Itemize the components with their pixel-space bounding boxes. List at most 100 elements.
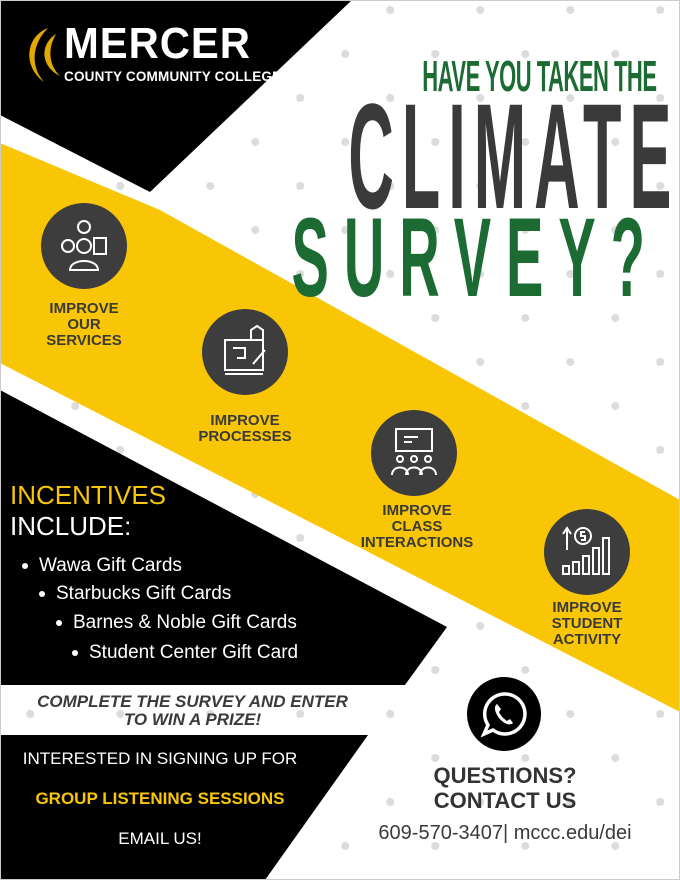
whatsapp-button[interactable] <box>467 677 541 751</box>
decorative-dot <box>611 138 620 146</box>
incentive-item: Wawa Gift Cards <box>22 555 182 577</box>
decorative-dot <box>611 402 620 410</box>
logo-crescent-icon <box>29 28 60 82</box>
incentive-item: Student Center Gift Card <box>72 642 298 664</box>
incentive-item: Barnes & Noble Gift Cards <box>56 612 297 634</box>
decorative-dot <box>386 710 395 718</box>
decorative-dot <box>476 358 485 366</box>
decorative-dot <box>341 138 350 146</box>
decorative-dot <box>251 138 260 146</box>
top-black-shape <box>0 0 352 192</box>
goal-label-processes: IMPROVE PROCESSES <box>198 412 292 445</box>
decorative-dot <box>656 446 665 454</box>
decorative-dot <box>341 842 350 850</box>
decorative-dot <box>206 182 215 190</box>
decorative-dot <box>71 402 80 410</box>
decorative-dot <box>431 226 440 234</box>
decorative-dot <box>341 50 350 58</box>
decorative-dot <box>296 534 305 542</box>
decorative-dot <box>476 6 485 14</box>
headline-climate: CLIMATE <box>347 72 679 240</box>
decorative-dot <box>431 754 440 762</box>
decorative-dot <box>566 94 575 102</box>
decorative-dot <box>611 754 620 762</box>
decorative-dot <box>611 50 620 58</box>
blueprint-house-icon <box>224 324 266 375</box>
decorative-dot <box>521 666 530 674</box>
decorative-dot <box>656 182 665 190</box>
decorative-dot <box>386 6 395 14</box>
prize-line2: TO WIN A PRIZE! <box>123 710 262 729</box>
decorative-dot <box>431 666 440 674</box>
decorative-dot <box>116 710 125 718</box>
services-icon-circle <box>41 203 127 289</box>
incentive-item: Starbucks Gift Cards <box>39 583 231 605</box>
goal-label-class: IMPROVE CLASS INTERACTIONS <box>360 502 474 551</box>
sessions-title: GROUP LISTENING SESSIONS <box>35 789 285 808</box>
incentives-subtitle: INCLUDE: <box>10 511 132 541</box>
decorative-dot <box>341 226 350 234</box>
sessions-email: EMAIL US! <box>118 829 202 848</box>
yellow-band <box>0 143 680 712</box>
decorative-dot <box>431 842 440 850</box>
decorative-dot <box>251 226 260 234</box>
logo-subtitle: COUNTY COMMUNITY COLLEGE <box>64 69 282 84</box>
headline-line1: HAVE YOU TAKEN THE <box>421 52 657 101</box>
person-gear-clipboard-icon <box>61 220 107 271</box>
decorative-dot <box>296 710 305 718</box>
decorative-dot <box>386 270 395 278</box>
decorative-dot <box>566 6 575 14</box>
whatsapp-phone-icon <box>480 692 527 738</box>
decorative-dot <box>566 182 575 190</box>
decorative-dot <box>521 314 530 322</box>
decorative-dot <box>386 182 395 190</box>
decorative-dot <box>476 182 485 190</box>
decorative-dot <box>206 710 215 718</box>
contact-questions: QUESTIONS? <box>433 763 577 788</box>
decorative-dot <box>116 446 125 454</box>
goal-label-activity: IMPROVE STUDENT ACTIVITY <box>551 599 623 648</box>
classroom-presentation-icon <box>391 428 437 476</box>
decorative-dot <box>476 622 485 630</box>
contact-details[interactable]: 609-570-3407| mccc.edu/dei <box>378 822 632 844</box>
decorative-dot <box>521 754 530 762</box>
decorative-dot <box>296 270 305 278</box>
decorative-dot <box>476 798 485 806</box>
decorative-dot <box>566 358 575 366</box>
decorative-dot <box>296 94 305 102</box>
decorative-dot <box>116 182 125 190</box>
processes-icon-circle <box>202 309 288 395</box>
decorative-dot <box>521 842 530 850</box>
decorative-dot <box>431 314 440 322</box>
class-icon-circle <box>371 410 457 496</box>
decorative-dot <box>656 6 665 14</box>
sessions-black-shape <box>0 735 368 880</box>
activity-icon-circle <box>544 509 630 595</box>
sessions-intro: INTERESTED IN SIGNING UP FOR <box>22 749 298 768</box>
logo-wordmark: MERCER <box>64 19 251 68</box>
decorative-dot <box>656 710 665 718</box>
incentives-title: INCENTIVES <box>10 480 167 510</box>
decorative-dot <box>431 138 440 146</box>
decorative-dot <box>521 50 530 58</box>
decorative-dot <box>611 842 620 850</box>
decorative-dot <box>656 94 665 102</box>
decorative-dot <box>521 138 530 146</box>
decorative-dot <box>521 226 530 234</box>
decorative-dot <box>656 358 665 366</box>
goal-label-services: IMPROVE OUR SERVICES <box>46 300 122 349</box>
decorative-dot <box>386 94 395 102</box>
decorative-dot <box>476 94 485 102</box>
decorative-dot <box>611 226 620 234</box>
contact-us: CONTACT US <box>433 788 577 813</box>
headline-survey: SURVEY? <box>291 195 660 320</box>
decorative-dot <box>566 710 575 718</box>
decorative-dot <box>521 402 530 410</box>
decorative-dot <box>656 270 665 278</box>
decorative-dot <box>611 314 620 322</box>
decorative-dot <box>26 710 35 718</box>
decorative-dot <box>431 50 440 58</box>
decorative-dot <box>566 270 575 278</box>
decorative-dot <box>566 798 575 806</box>
prize-line1: COMPLETE THE SURVEY AND ENTER <box>37 692 348 711</box>
